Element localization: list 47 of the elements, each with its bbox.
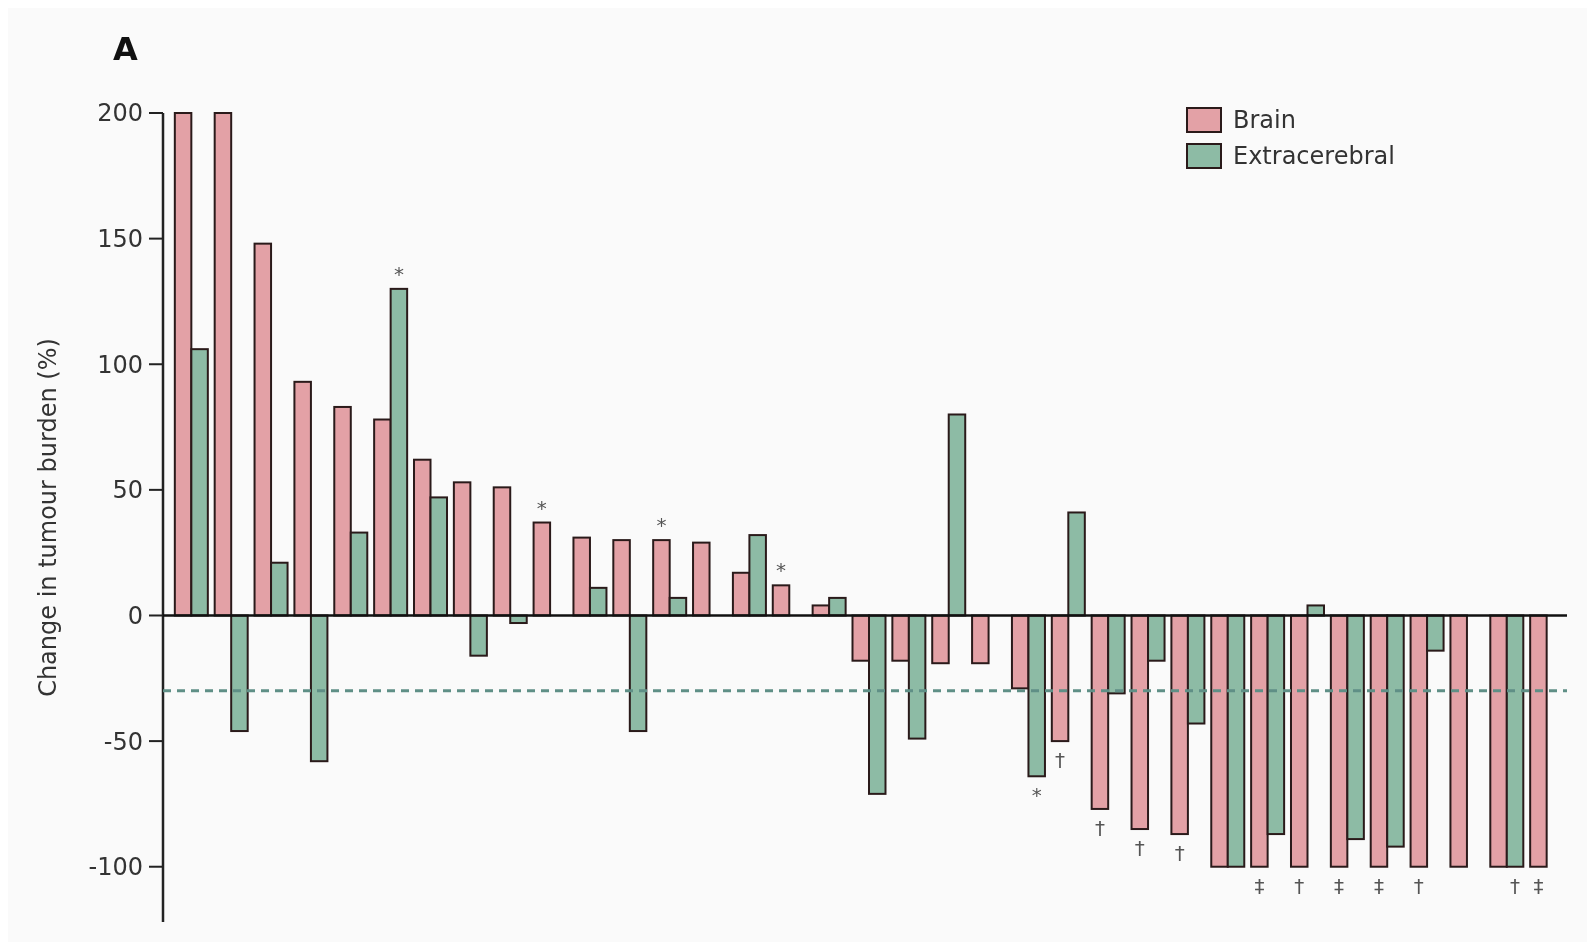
data-label: ‡ [1373,873,1384,898]
bar [293,380,312,617]
bar [309,614,329,763]
y-axis-title: Change in tumour burden (%) [34,338,62,697]
bar [230,614,249,733]
bar [628,614,648,733]
data-label: ‡ [1254,873,1265,898]
data-label: † [1055,748,1066,773]
legend-label: Extracerebral [1233,142,1395,171]
bar [612,539,631,617]
data-label: † [1134,836,1145,861]
y-tick-label: -100 [88,853,143,882]
y-tick-label: 100 [97,350,143,379]
data-label: † [1294,873,1305,898]
data-label: ‡ [1533,873,1544,898]
legend-label: Brain [1233,106,1296,135]
data-label: * [393,261,404,286]
y-tick-label: 200 [97,99,143,128]
data-label: † [1174,841,1185,866]
bar [213,112,233,617]
bar [931,614,950,665]
bar [971,614,990,665]
y-tick-label: 50 [112,476,143,505]
data-label: † [1413,873,1424,898]
bar [947,413,967,617]
bar [492,486,512,617]
bar [1289,614,1309,868]
bar [692,541,711,617]
bar [1529,614,1548,868]
bar [452,481,472,617]
y-tick-label: -50 [103,727,143,756]
bar [771,584,791,617]
y-tick-label: 0 [127,601,143,630]
data-label: * [776,558,787,583]
bar [469,614,488,657]
bar [1449,614,1468,868]
data-label: * [1031,783,1042,808]
y-tick-label: 150 [97,225,143,254]
data-label: * [656,513,667,538]
bar [1050,614,1070,743]
data-label: ‡ [1334,873,1345,898]
data-label: * [536,495,547,520]
chart-title: A [113,30,138,68]
bar [1067,511,1086,617]
data-label: † [1510,873,1521,898]
bar [532,521,552,617]
data-label: † [1094,815,1105,840]
